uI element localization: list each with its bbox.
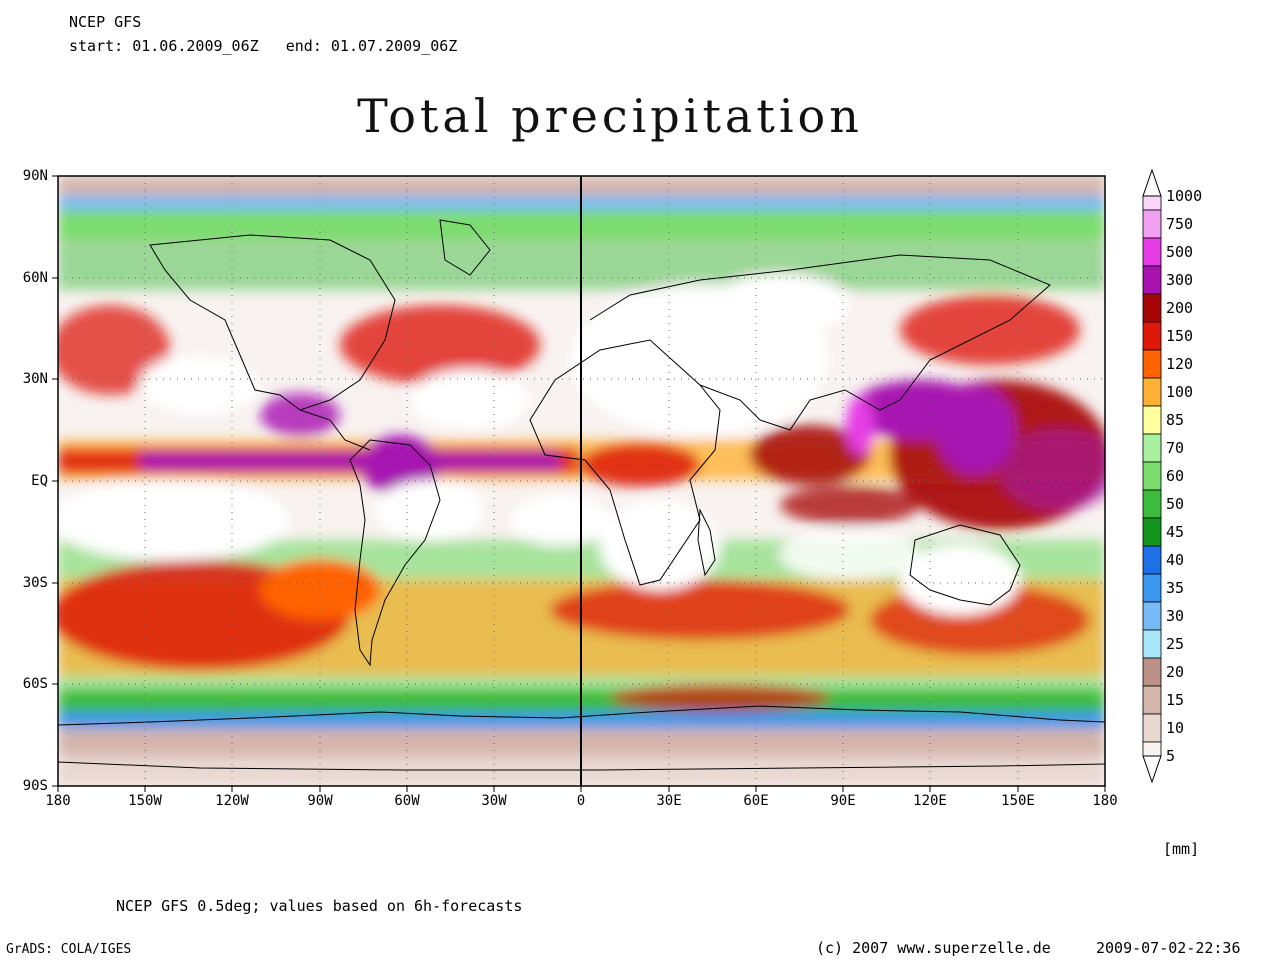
lat-label-60n: 60N [22, 270, 48, 286]
colorbar-swatch [1142, 461, 1162, 491]
colorbar-swatch [1142, 293, 1162, 323]
colorbar-swatch [1142, 741, 1162, 757]
forecast-period: start: 01.06.2009_06Z end: 01.07.2009_06… [69, 38, 457, 54]
unit-label: [mm] [1163, 840, 1200, 858]
colorbar-label: 120 [1166, 355, 1194, 373]
timestamp: 2009-07-02-22:36 [1096, 939, 1241, 957]
colorbar-label: 20 [1166, 663, 1185, 681]
colorbar-label: 50 [1166, 495, 1185, 513]
colorbar-label: 30 [1166, 607, 1185, 625]
lat-label-90n: 90N [22, 168, 48, 184]
copyright: (c) 2007 www.superzelle.de [816, 939, 1051, 957]
colorbar-swatch [1142, 517, 1162, 547]
colorbar-label: 750 [1166, 215, 1194, 233]
colorbar-swatch [1142, 601, 1162, 631]
lon-label-0: 0 [576, 793, 586, 809]
colorbar-swatch [1142, 573, 1162, 603]
lon-label-150w: 150W [128, 793, 162, 809]
colorbar-swatch [1142, 237, 1162, 267]
colorbar-swatch [1142, 545, 1162, 575]
colorbar-label: 85 [1166, 411, 1185, 429]
colorbar-label: 1000 [1166, 187, 1203, 205]
colorbar-swatch [1142, 195, 1162, 211]
start-label: start: [69, 37, 124, 55]
colorbar-swatch [1142, 489, 1162, 519]
footnote: NCEP GFS 0.5deg; values based on 6h-fore… [116, 897, 523, 915]
lon-label-150e: 150E [1001, 793, 1035, 809]
coastlines [58, 219, 1105, 771]
colorbar-label: 300 [1166, 271, 1194, 289]
axis-ticks [52, 175, 1106, 792]
colorbar-swatch [1142, 209, 1162, 239]
lat-label-30n: 30N [22, 371, 48, 387]
lon-label-30e: 30E [656, 793, 682, 809]
software-credit: GrADS: COLA/IGES [6, 942, 132, 957]
colorbar-label: 100 [1166, 383, 1194, 401]
colorbar-label: 60 [1166, 467, 1185, 485]
colorbar-swatch [1142, 713, 1162, 743]
colorbar-top-arrow [1142, 168, 1162, 197]
lat-label-60s: 60S [22, 676, 48, 692]
colorbar-swatch [1142, 321, 1162, 351]
colorbar-label: 500 [1166, 243, 1194, 261]
end-date: 01.07.2009_06Z [330, 37, 458, 55]
colorbar-label: 25 [1166, 635, 1185, 653]
precipitation-field [58, 176, 1105, 786]
colorbar-label: 35 [1166, 579, 1185, 597]
lon-label-90e: 90E [830, 793, 856, 809]
lon-label-180e: 180 [1092, 793, 1118, 809]
colorbar-label: 40 [1166, 551, 1185, 569]
lon-label-180w: 180 [45, 793, 71, 809]
colorbar-swatch [1142, 629, 1162, 659]
lon-label-60w: 60W [394, 793, 420, 809]
colorbar [1142, 168, 1162, 784]
colorbar-bottom-arrow [1142, 755, 1162, 784]
colorbar-swatch [1142, 657, 1162, 687]
lat-label-30s: 30S [22, 575, 48, 591]
colorbar-label: 200 [1166, 299, 1194, 317]
page-title: Total precipitation [357, 89, 863, 143]
colorbar-label: 10 [1166, 719, 1185, 737]
lat-label-90s: 90S [22, 778, 48, 794]
colorbar-swatch [1142, 405, 1162, 435]
lat-label-eq: EQ [31, 473, 48, 489]
start-date: 01.06.2009_06Z [132, 37, 259, 55]
colorbar-swatch [1142, 349, 1162, 379]
colorbar-label: 5 [1166, 747, 1176, 765]
end-label: end: [285, 37, 322, 55]
colorbar-swatch [1142, 265, 1162, 295]
lon-label-90w: 90W [307, 793, 333, 809]
lon-label-30w: 30W [481, 793, 507, 809]
lon-label-60e: 60E [743, 793, 769, 809]
colorbar-label: 150 [1166, 327, 1194, 345]
colorbar-swatch [1142, 433, 1162, 463]
lon-label-120w: 120W [215, 793, 249, 809]
colorbar-label: 45 [1166, 523, 1185, 541]
colorbar-swatch [1142, 377, 1162, 407]
colorbar-swatch [1142, 685, 1162, 715]
lon-label-120e: 120E [913, 793, 947, 809]
model-label: NCEP GFS [69, 13, 142, 31]
colorbar-label: 70 [1166, 439, 1185, 457]
colorbar-label: 15 [1166, 691, 1185, 709]
